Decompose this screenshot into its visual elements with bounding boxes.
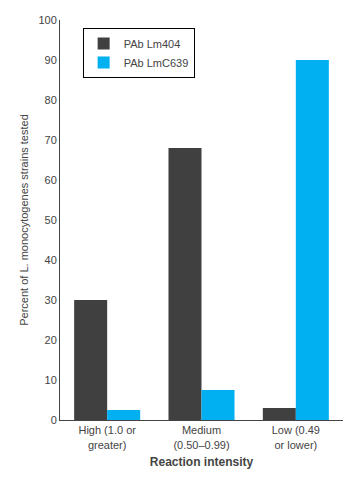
svg-text:PAb Lm404: PAb Lm404 <box>124 38 181 50</box>
svg-text:70: 70 <box>45 134 57 146</box>
svg-text:0: 0 <box>51 414 57 426</box>
svg-text:80: 80 <box>45 94 57 106</box>
svg-text:10: 10 <box>45 374 57 386</box>
svg-text:High (1.0 orgreater): High (1.0 orgreater) <box>78 424 136 450</box>
svg-text:90: 90 <box>45 54 57 66</box>
svg-text:Reaction intensity: Reaction intensity <box>150 455 254 469</box>
svg-text:40: 40 <box>45 254 57 266</box>
svg-text:Percent of L. monocytogenes st: Percent of L. monocytogenes strains test… <box>18 114 30 326</box>
svg-text:60: 60 <box>45 174 57 186</box>
svg-text:PAb LmC639: PAb LmC639 <box>124 57 189 69</box>
svg-text:Medium(0.50–0.99): Medium(0.50–0.99) <box>173 424 229 450</box>
svg-text:20: 20 <box>45 334 57 346</box>
svg-text:50: 50 <box>45 214 57 226</box>
svg-text:30: 30 <box>45 294 57 306</box>
svg-text:Low (0.49or lower): Low (0.49or lower) <box>272 424 320 450</box>
svg-text:100: 100 <box>38 14 56 26</box>
